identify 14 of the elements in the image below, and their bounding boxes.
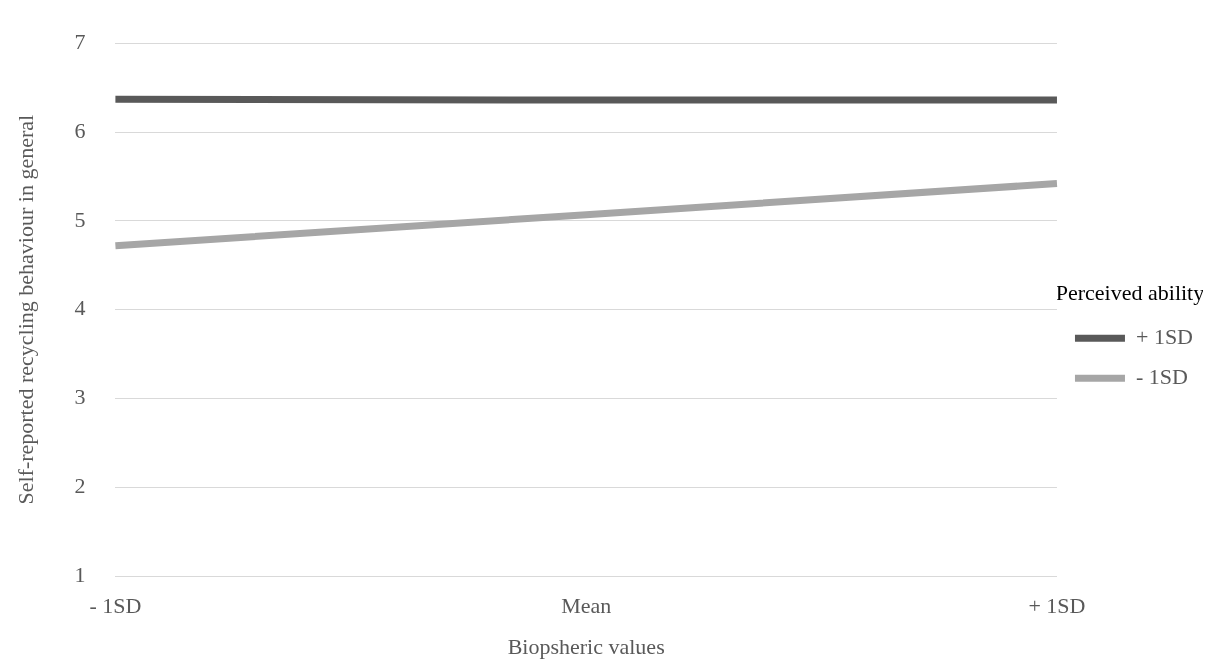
x-axis-title: Biopsheric values [507, 633, 665, 659]
y-axis-title: Self-reported recycling behaviour in general [12, 114, 38, 505]
legend-label: - 1SD [1135, 363, 1188, 389]
x-tick-label: + 1SD [1028, 593, 1086, 619]
y-tick-label: 6 [74, 117, 86, 143]
y-tick-label: 5 [74, 206, 86, 232]
legend-label: + 1SD [1135, 323, 1193, 349]
y-tick-label: 2 [74, 473, 86, 499]
y-tick-label: 1 [74, 561, 86, 587]
y-tick-label: 7 [74, 28, 86, 54]
y-tick-label: 3 [74, 384, 86, 410]
y-tick-label: 4 [74, 295, 86, 321]
x-tick-label: - 1SD [89, 593, 142, 619]
x-tick-label: Mean [561, 593, 612, 619]
